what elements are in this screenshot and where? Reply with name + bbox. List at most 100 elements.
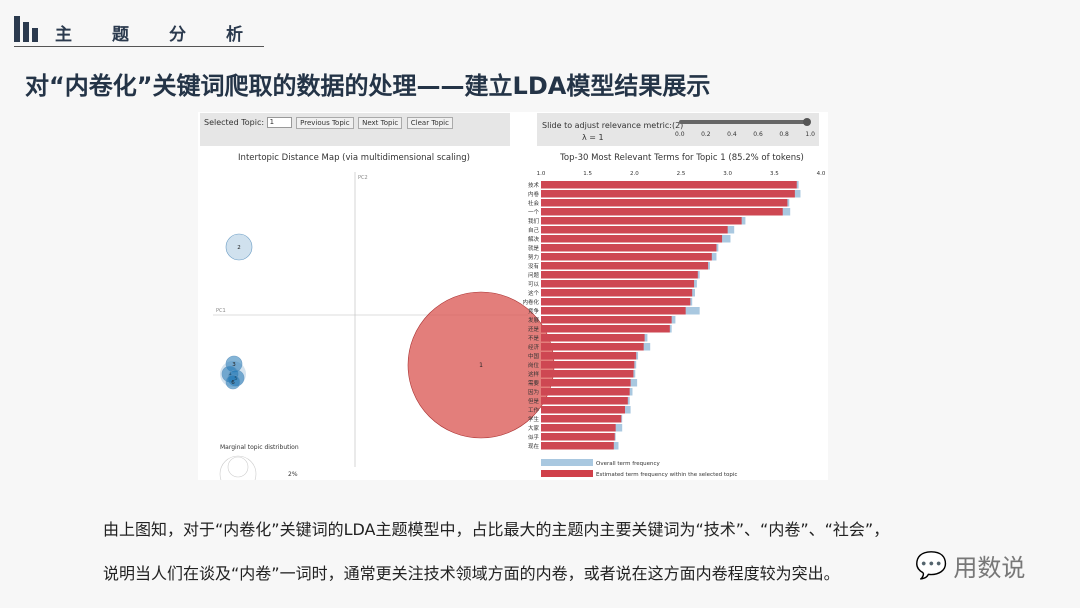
term-label: 努力	[528, 253, 539, 261]
bar-estimated	[541, 424, 616, 432]
legend-circle	[219, 455, 257, 480]
topic-label: 1	[479, 362, 483, 369]
bar-estimated	[541, 298, 691, 306]
bar-estimated	[541, 433, 615, 441]
topic-label: 3	[232, 362, 236, 368]
topic-label: 6	[231, 380, 235, 386]
bar-estimated	[541, 316, 672, 324]
bar-estimated	[541, 280, 695, 288]
bar-estimated	[541, 334, 645, 342]
topic-controls: Selected Topic: 1 Previous Topic Next To…	[200, 113, 510, 146]
x-tick-label: 1.0	[537, 171, 546, 177]
bar-estimated	[541, 235, 723, 243]
term-label: 中国	[528, 352, 540, 360]
ldavis-panel: Selected Topic: 1 Previous Topic Next To…	[198, 112, 828, 480]
marginal-legend-value: 2%	[288, 471, 298, 478]
term-label: 经济	[528, 343, 540, 351]
term-label: 社会	[528, 199, 540, 207]
selected-topic-label: Selected Topic:	[204, 118, 265, 127]
ldavis-chart: Intertopic Distance Map (via multidimens…	[213, 153, 826, 480]
term-label: 但是	[528, 397, 540, 405]
x-tick-label: 3.5	[770, 171, 779, 177]
slider-tick: 0.6	[753, 131, 763, 138]
bar-estimated	[541, 244, 717, 252]
bar-estimated	[541, 352, 637, 360]
term-label: 似乎	[528, 433, 540, 441]
x-tick-label: 2.0	[630, 171, 639, 177]
bar-estimated	[541, 325, 670, 333]
bar-estimated	[541, 406, 625, 414]
x-tick-label: 4.0	[817, 171, 826, 177]
body-line-2: 说明当人们在谈及“内卷”一词时，通常更关注技术领域方面的内卷，或者说在这方面内卷…	[103, 564, 840, 583]
bar-estimated	[541, 190, 795, 198]
bar-estimated	[541, 289, 693, 297]
term-label: 不是	[528, 335, 540, 342]
term-label: 竞争	[528, 307, 540, 315]
bar-estimated	[541, 415, 622, 423]
legend-circle	[227, 456, 249, 478]
marginal-legend-title: Marginal topic distribution	[220, 444, 299, 451]
watermark: 💬 用数说	[915, 548, 1025, 583]
body-line-1: 由上图知，对于“内卷化”关键词的LDA主题模型中，占比最大的主题内主要关键词为“…	[103, 520, 890, 539]
clear-topic-button[interactable]: Clear Topic	[406, 117, 453, 129]
bar-estimated	[541, 379, 631, 387]
bar-estimated	[541, 271, 698, 279]
topic-bubble-6[interactable]: 6	[225, 374, 241, 390]
term-label: 自己	[528, 226, 540, 234]
slider-label: Slide to adjust relevance metric:(2)	[542, 121, 684, 130]
slider-handle[interactable]	[803, 118, 811, 126]
pc1-label: PC1	[216, 308, 226, 314]
slider-tick: 0.2	[701, 131, 711, 138]
bar-estimated	[541, 226, 728, 234]
bar-estimated	[541, 388, 630, 396]
map-title: Intertopic Distance Map (via multidimens…	[238, 153, 470, 163]
term-label: 现在	[528, 442, 540, 450]
legend-estimated-swatch	[541, 470, 593, 477]
slider-tick: 1.0	[805, 131, 815, 138]
topic-bubble-2[interactable]: 2	[225, 233, 253, 261]
bar-estimated	[541, 370, 634, 378]
bar-estimated	[541, 442, 614, 450]
legend-estimated-label: Estimated term frequency within the sele…	[596, 472, 737, 478]
bar-chart-icon	[14, 16, 40, 42]
next-topic-button[interactable]: Next Topic	[358, 117, 403, 129]
relevance-slider[interactable]	[679, 120, 807, 124]
divider	[14, 46, 264, 47]
topic-circle	[225, 233, 253, 261]
term-label: 发展	[528, 316, 540, 324]
slider-tick: 0.0	[675, 131, 685, 138]
term-label: 学生	[528, 415, 540, 423]
term-label: 没有	[528, 262, 540, 270]
bar-estimated	[541, 397, 628, 405]
bar-estimated	[541, 199, 788, 207]
term-label: 这样	[528, 370, 540, 378]
section-title: 主题分析	[55, 25, 283, 45]
relevance-controls: Slide to adjust relevance metric:(2) λ =…	[537, 113, 819, 146]
term-label: 岗位	[528, 361, 540, 369]
term-label: 问题	[528, 271, 540, 279]
bar-estimated	[541, 208, 783, 216]
term-label: 工作	[528, 406, 540, 414]
term-label: 解决	[528, 235, 540, 243]
bar-estimated	[541, 307, 686, 315]
term-label: 我们	[528, 217, 540, 225]
bar-estimated	[541, 361, 635, 369]
wechat-icon: 💬	[915, 550, 948, 581]
term-label: 可以	[528, 281, 540, 288]
legend-overall-label: Overall term frequency	[596, 461, 661, 467]
topic-circle	[225, 374, 241, 390]
term-label: 就是	[528, 244, 540, 252]
pc2-label: PC2	[358, 175, 368, 181]
previous-topic-button[interactable]: Previous Topic	[296, 117, 354, 129]
bar-estimated	[541, 343, 644, 351]
term-label: 因为	[528, 388, 539, 396]
topic-label: 2	[237, 245, 241, 251]
term-label: 技术	[528, 181, 540, 189]
bar-estimated	[541, 217, 742, 225]
slide-title: 对“内卷化”关键词爬取的数据的处理——建立LDA模型结果展示	[25, 72, 711, 100]
lambda-value: λ = 1	[582, 133, 604, 142]
slider-tick: 0.8	[779, 131, 789, 138]
term-label: 还是	[528, 326, 540, 333]
selected-topic-input[interactable]: 1	[266, 117, 292, 128]
slider-tick: 0.4	[727, 131, 737, 138]
